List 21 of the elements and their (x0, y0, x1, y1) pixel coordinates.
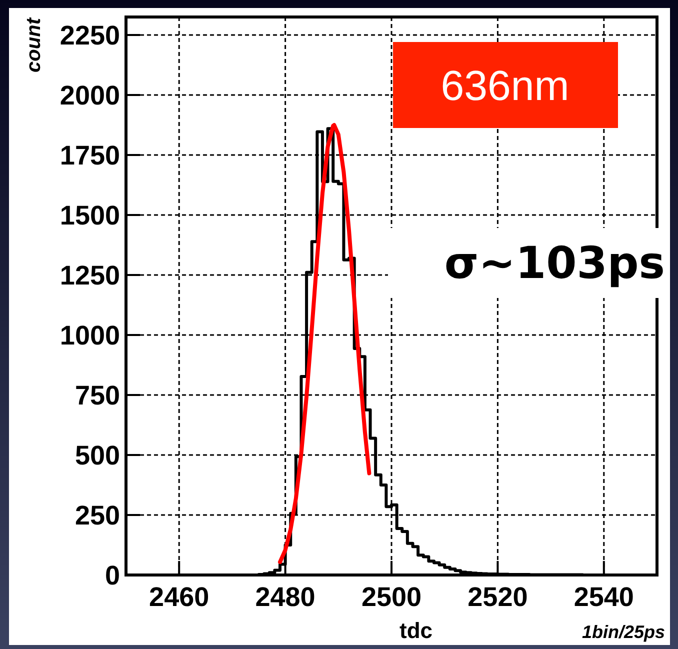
text: 1bin/25ps (582, 622, 665, 642)
annotation: 636nm (440, 62, 570, 109)
x-axis-title: tdc (400, 618, 432, 643)
x-tick-label: 2480 (255, 582, 316, 612)
y-tick-label: 1750 (60, 140, 120, 170)
annotation: σ~103ps (444, 238, 665, 289)
y-tick-label: 1000 (60, 320, 120, 350)
x-tick-label: 2460 (149, 582, 210, 612)
y-tick-label: 1250 (60, 260, 120, 290)
x-tick-label: 2520 (468, 582, 528, 612)
y-axis-title: count (23, 16, 45, 72)
x-tick-label: 2500 (361, 582, 422, 612)
y-tick-label: 0 (104, 560, 120, 590)
y-tick-label: 750 (74, 380, 120, 410)
y-tick-label: 2000 (60, 80, 120, 110)
y-tick-label: 250 (74, 500, 120, 530)
line-series (278, 123, 372, 564)
y-tick-label: 2250 (60, 20, 120, 50)
x-tick-label: 2540 (574, 582, 634, 612)
y-tick-label: 1500 (60, 200, 120, 230)
y-tick-label: 500 (74, 440, 120, 470)
